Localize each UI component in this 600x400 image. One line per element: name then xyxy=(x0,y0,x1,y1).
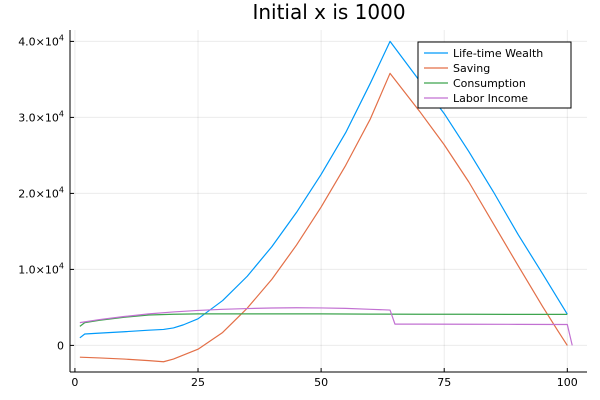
legend-label: Labor Income xyxy=(453,92,528,105)
series-line-life-time-wealth xyxy=(79,40,568,339)
x-tick-label: 100 xyxy=(557,376,578,389)
series-line-labor-income xyxy=(79,307,573,346)
plot-area: 0 25 50 75 100 0 1.0×104 2.0×104 3.0×104 4.0×104 xyxy=(18,30,587,389)
legend-label: Saving xyxy=(453,62,490,75)
y-tick-label: 4.0×104 xyxy=(18,33,64,48)
x-tick-label: 75 xyxy=(437,376,451,389)
chart-title: Initial x is 1000 xyxy=(252,0,405,24)
series-line-saving xyxy=(79,72,568,363)
y-tick-label: 2.0×104 xyxy=(18,185,64,200)
y-tick-label: 3.0×104 xyxy=(18,109,64,124)
legend: Life-time Wealth Saving Consumption Labor I… xyxy=(417,41,572,109)
legend-label: Life-time Wealth xyxy=(453,47,543,60)
y-tick-label: 0 xyxy=(57,339,64,352)
x-tick-label: 0 xyxy=(71,376,78,389)
legend-label: Consumption xyxy=(453,77,526,90)
x-tick-label: 50 xyxy=(314,376,328,389)
x-tick-label: 25 xyxy=(191,376,205,389)
y-tick-label: 1.0×104 xyxy=(18,261,64,276)
series-line-consumption xyxy=(79,313,568,327)
